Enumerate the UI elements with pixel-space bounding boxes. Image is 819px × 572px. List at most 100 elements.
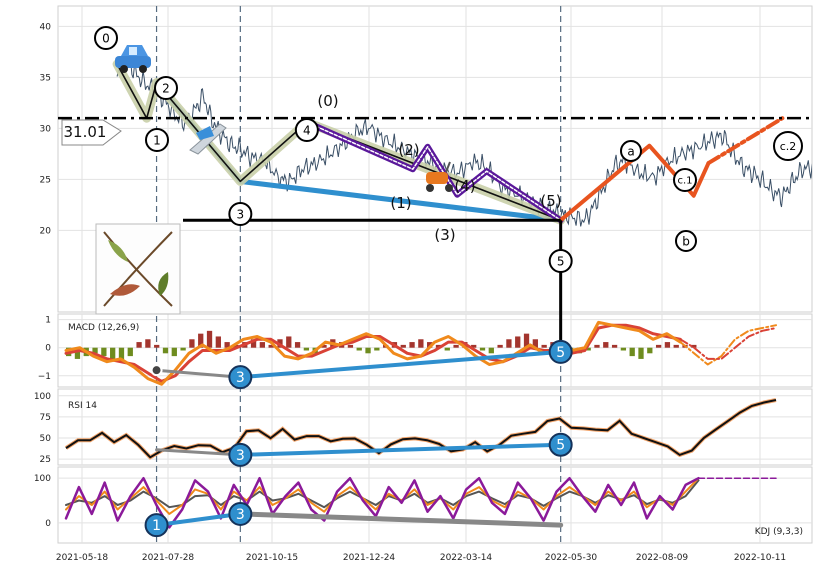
- macd-hist-bar: [206, 330, 213, 348]
- y-tick-label: 35: [40, 73, 51, 83]
- wave-label-paren-5: (5): [540, 192, 561, 210]
- wave-label-5-circle: [548, 249, 573, 273]
- x-tick-label: 2022-08-09: [636, 553, 689, 563]
- macd-hist-bar: [321, 344, 327, 348]
- illustration-stem: [103, 231, 173, 307]
- wave-label-b-circle: [675, 230, 697, 252]
- y-tick-label: 30: [40, 124, 52, 134]
- scooter-wheel: [426, 184, 434, 192]
- wave-line-purple-core: [306, 121, 562, 221]
- macd-hist-bar: [250, 339, 257, 348]
- x-tick-label: 2022-10-11: [734, 553, 786, 563]
- wave-label-a-circle: [620, 140, 642, 162]
- illustration-leaf: [110, 284, 140, 296]
- y-tick-label: −1: [38, 372, 51, 382]
- macd-pivot-dot: [150, 364, 163, 377]
- x-tick-label: 2021-12-24: [343, 553, 396, 563]
- macd-hist-bar: [444, 347, 450, 351]
- macd-hist-bar: [488, 347, 494, 354]
- macd-group: [64, 320, 777, 386]
- kdj-trend-blue: [154, 511, 243, 528]
- wave-label-paren-2: (2): [398, 141, 419, 159]
- rsi-line: [65, 399, 777, 459]
- wave-label-c2-circle: [773, 131, 803, 161]
- wave-label-c1: c.1: [677, 176, 692, 187]
- wave-label-3: 3: [237, 207, 245, 221]
- macd-hist-bar: [603, 342, 609, 348]
- rsi-marker-3-circle: [228, 442, 253, 467]
- wave-label-1: 1: [153, 133, 161, 147]
- wave-label-paren-1: (1): [390, 194, 411, 212]
- car-window: [129, 47, 137, 55]
- macd-hist-bar: [294, 342, 301, 348]
- y-tick-label: 40: [40, 22, 52, 32]
- kdj-marker-3: 3: [236, 507, 245, 523]
- panel-frame-rsi: [57, 388, 813, 466]
- macd-hist-bar: [673, 344, 679, 348]
- macd-hist-bar: [180, 347, 186, 351]
- macd-hist-bar: [515, 336, 521, 348]
- y-tick-label: 50: [40, 434, 52, 444]
- macd-hist-bar: [224, 342, 230, 348]
- macd-hist-bar: [620, 347, 627, 351]
- macd-hist-bar: [479, 347, 486, 351]
- scooter-body: [426, 172, 448, 184]
- scooter-icon: [426, 161, 453, 192]
- airplane-icon: [189, 123, 227, 155]
- macd-marker-3-circle: [228, 365, 253, 390]
- macd-hist-bar: [532, 339, 538, 348]
- macd-hist-bar: [664, 342, 671, 348]
- wave-label-0: 0: [102, 31, 110, 45]
- macd-trend-gray: [155, 368, 242, 379]
- rsi-marker-5-circle: [548, 432, 573, 457]
- botanical-illustration-icon: [95, 223, 181, 315]
- macd-hist-bar: [655, 344, 662, 348]
- wave-line-orange: [558, 143, 711, 223]
- macd-hist-bar: [365, 347, 371, 354]
- illustration-leaf: [108, 240, 128, 262]
- y-tick-label: 0: [45, 344, 51, 354]
- wave-label-paren-3: (3): [434, 226, 455, 244]
- macd-hist-bar: [523, 333, 530, 348]
- rsi-trend-blue: [238, 442, 563, 457]
- macd-hist-bar: [215, 336, 221, 348]
- car-wheel: [120, 65, 128, 73]
- car-icon: [115, 45, 151, 73]
- macd-hist-bar: [471, 344, 477, 348]
- wave-label-0-circle: [94, 26, 118, 50]
- macd-hist-bar: [268, 344, 274, 348]
- wave-label-paren-4: (4): [454, 177, 475, 195]
- macd-hist-bar: [136, 342, 142, 348]
- wave-label-a: a: [627, 144, 634, 158]
- rsi-group: [64, 398, 777, 460]
- y-tick-label: 100: [34, 392, 51, 402]
- price-series: [116, 54, 812, 227]
- kdj-marker-3-circle: [228, 501, 253, 526]
- y-tick-label: 25: [40, 175, 51, 185]
- macd-hist-bar: [691, 344, 697, 348]
- wave-label-4-circle: [294, 118, 319, 142]
- car-wheel: [139, 65, 147, 73]
- y-tick-label: 1: [45, 316, 51, 326]
- x-tick-label: 2021-05-18: [56, 553, 109, 563]
- macd-hist-bar: [162, 347, 169, 354]
- macd-hist-bar: [189, 339, 195, 348]
- kdj-marker-1-circle: [144, 513, 169, 538]
- macd-hist-bar: [541, 344, 547, 348]
- macd-hist-bar: [611, 344, 618, 348]
- wave-label-3-circle: [228, 202, 253, 226]
- kdj-title: KDJ (9,3,3): [755, 527, 803, 537]
- macd-hist-bar: [409, 342, 415, 348]
- macd-hist-bar: [497, 344, 503, 348]
- macd-hist-bar: [92, 347, 98, 354]
- wave-label-1-circle: [145, 128, 169, 152]
- macd-hist-bar: [638, 347, 644, 359]
- macd-hist-bar: [145, 339, 151, 348]
- macd-hist-bar: [101, 347, 107, 357]
- rsi-marker-5: 5: [556, 438, 565, 454]
- macd-hist-bar: [286, 336, 292, 348]
- macd-hist-bar: [118, 347, 125, 362]
- rsi-title: RSI 14: [68, 401, 97, 411]
- y-tick-label: 25: [40, 455, 51, 465]
